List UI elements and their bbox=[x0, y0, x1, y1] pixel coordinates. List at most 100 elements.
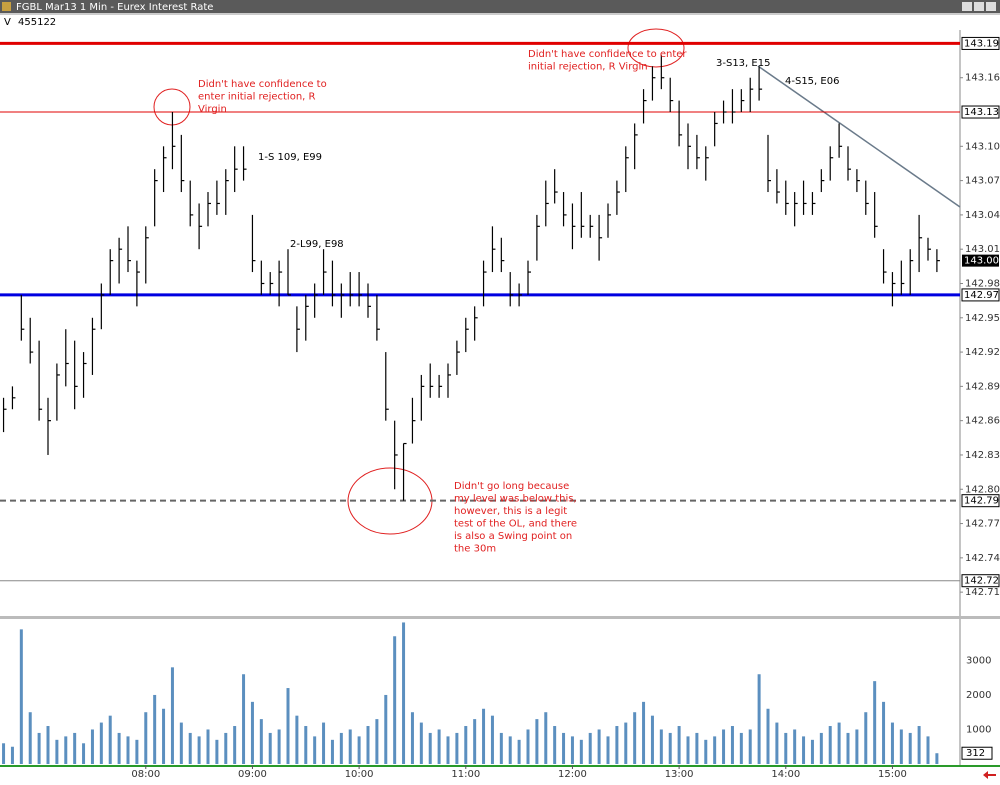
volume-bar bbox=[739, 732, 743, 764]
volume-bar bbox=[108, 715, 112, 764]
volume-bar bbox=[935, 753, 939, 764]
panel-separator bbox=[0, 616, 1000, 619]
volume-bar bbox=[615, 726, 619, 764]
volume-bar bbox=[784, 732, 788, 764]
x-tick-label: 11:00 bbox=[451, 769, 480, 780]
volume-bar bbox=[348, 729, 352, 764]
volume-bar bbox=[882, 701, 886, 764]
volume-bar bbox=[553, 726, 557, 764]
volume-bar bbox=[99, 722, 103, 764]
y-tick-label: 143.16 bbox=[965, 73, 1000, 84]
volume-bar bbox=[597, 729, 601, 764]
annotation: my level was below this, bbox=[454, 494, 577, 505]
volume-bar bbox=[793, 729, 797, 764]
volume-tick-label: 3000 bbox=[966, 655, 991, 666]
volume-bar bbox=[90, 729, 94, 764]
volume-bar bbox=[748, 729, 752, 764]
volume-bar bbox=[277, 729, 281, 764]
volume-bar bbox=[837, 722, 841, 764]
y-tick-label: 142.71 bbox=[965, 587, 1000, 598]
volume-bar bbox=[242, 674, 246, 764]
volume-bar bbox=[64, 736, 68, 764]
trend-line bbox=[757, 65, 961, 208]
level-box bbox=[961, 288, 1000, 302]
volume-total: 455122 bbox=[18, 17, 56, 28]
last-price-label: 143.00 bbox=[964, 256, 999, 267]
volume-bar bbox=[464, 726, 468, 764]
volume-bar bbox=[153, 694, 157, 764]
time-axis-rule bbox=[0, 765, 1000, 767]
volume-bar bbox=[890, 722, 894, 764]
volume-bar bbox=[330, 739, 334, 764]
level-box bbox=[961, 574, 1000, 588]
volume-bar bbox=[197, 736, 201, 764]
level-label: 142.97 bbox=[964, 290, 999, 301]
annotation: 4-S15, E06 bbox=[785, 76, 839, 87]
y-tick-label: 142.86 bbox=[965, 416, 1000, 427]
volume-bar bbox=[428, 732, 432, 764]
volume-bar bbox=[2, 743, 6, 764]
volume-bar bbox=[713, 736, 717, 764]
level-label: 142.72 bbox=[964, 576, 999, 587]
volume-bar bbox=[490, 715, 494, 764]
level-box bbox=[961, 36, 1000, 50]
volume-tick-label: 2000 bbox=[966, 690, 991, 701]
x-tick-label: 15:00 bbox=[878, 769, 907, 780]
circle-marker bbox=[627, 28, 685, 68]
volume-bar bbox=[375, 719, 379, 764]
volume-bar bbox=[162, 708, 166, 764]
volume-bar bbox=[304, 726, 308, 764]
volume-bar bbox=[499, 732, 503, 764]
volume-bar bbox=[55, 739, 59, 764]
annotation: Didn't have confidence to bbox=[198, 79, 327, 90]
volume-bar bbox=[73, 732, 77, 764]
volume-bar bbox=[633, 712, 637, 764]
x-tick-label: 12:00 bbox=[558, 769, 587, 780]
y-tick-label: 143.07 bbox=[965, 176, 1000, 187]
volume-bar bbox=[179, 722, 183, 764]
volume-bar bbox=[730, 726, 734, 764]
volume-bar bbox=[384, 694, 388, 764]
volume-bar bbox=[570, 736, 574, 764]
volume-bar bbox=[757, 674, 761, 764]
close-button[interactable] bbox=[986, 2, 996, 11]
y-tick-label: 142.80 bbox=[965, 484, 1000, 495]
volume-bar bbox=[775, 722, 779, 764]
x-tick-label: 08:00 bbox=[131, 769, 160, 780]
volume-bar bbox=[402, 622, 406, 764]
volume-bar bbox=[659, 729, 663, 764]
volume-bar bbox=[313, 736, 317, 764]
volume-bar bbox=[517, 739, 521, 764]
annotation: the 30m bbox=[454, 544, 496, 555]
volume-bar bbox=[722, 729, 726, 764]
y-tick-label: 142.77 bbox=[965, 519, 1000, 530]
volume-bar bbox=[650, 715, 654, 764]
volume-bar bbox=[170, 667, 174, 764]
volume-bar bbox=[508, 736, 512, 764]
volume-bar bbox=[819, 732, 823, 764]
volume-bar bbox=[135, 739, 139, 764]
volume-bar bbox=[606, 736, 610, 764]
volume-bar bbox=[10, 746, 14, 764]
volume-bar bbox=[810, 739, 814, 764]
volume-bar bbox=[544, 712, 548, 764]
volume-bar bbox=[899, 729, 903, 764]
maximize-button[interactable] bbox=[974, 2, 984, 11]
volume-bar bbox=[668, 732, 672, 764]
volume-bar bbox=[82, 743, 86, 764]
scroll-arrow[interactable] bbox=[983, 771, 996, 779]
y-tick-label: 142.98 bbox=[965, 278, 1000, 289]
annotation: 1-S 109, E99 bbox=[258, 152, 322, 163]
y-tick-label: 142.83 bbox=[965, 450, 1000, 461]
volume-bar bbox=[695, 732, 699, 764]
volume-bar bbox=[259, 719, 263, 764]
x-tick-label: 14:00 bbox=[771, 769, 800, 780]
annotation: enter initial rejection, R bbox=[198, 92, 316, 103]
volume-bar bbox=[37, 732, 41, 764]
volume-bar bbox=[535, 719, 539, 764]
volume-bar bbox=[233, 726, 237, 764]
minimize-button[interactable] bbox=[962, 2, 972, 11]
y-tick-label: 142.92 bbox=[965, 347, 1000, 358]
y-tick-label: 142.89 bbox=[965, 381, 1000, 392]
